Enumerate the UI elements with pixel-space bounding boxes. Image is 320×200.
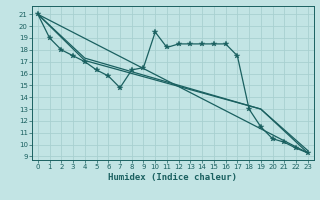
X-axis label: Humidex (Indice chaleur): Humidex (Indice chaleur) — [108, 173, 237, 182]
